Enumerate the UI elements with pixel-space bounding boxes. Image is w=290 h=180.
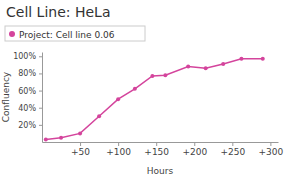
y-tick: 60% — [18, 87, 42, 96]
x-tick: +100 — [106, 142, 131, 157]
x-axis-line — [43, 142, 279, 143]
y-tick: 80% — [18, 69, 42, 78]
x-tick-label: +50 — [71, 147, 90, 157]
x-tick-label: +200 — [182, 147, 207, 157]
title: Cell Line: HeLa — [6, 4, 110, 20]
y-tick-mark — [39, 125, 42, 126]
x-tick-label: +300 — [259, 147, 284, 157]
series-point — [261, 57, 265, 61]
series-point — [239, 57, 243, 61]
y-axis-line — [42, 53, 43, 143]
plot-area — [44, 57, 265, 142]
y-tick: 100% — [13, 52, 42, 61]
x-tick: +250 — [220, 142, 245, 157]
y-tick-label: 80% — [18, 69, 36, 78]
series-point — [150, 74, 154, 78]
y-axis-title: Confluency — [1, 71, 11, 122]
legend-marker — [9, 31, 15, 37]
x-tick-mark — [194, 142, 195, 146]
y-tick-label: 60% — [18, 87, 36, 96]
series-point — [163, 73, 167, 77]
y-tick-mark — [39, 91, 42, 92]
series-point — [204, 66, 208, 70]
y-tick: 40% — [18, 104, 42, 113]
x-tick-label: +100 — [106, 147, 131, 157]
y-tick-label: 20% — [18, 121, 36, 130]
x-tick-label: +150 — [144, 147, 169, 157]
legend: Project: Cell line 0.06 — [5, 26, 145, 41]
legend-label: Project: Cell line 0.06 — [19, 30, 115, 40]
y-tick-label: 40% — [18, 104, 36, 113]
series-point — [78, 131, 82, 135]
x-tick-mark — [118, 142, 119, 146]
series-point — [186, 65, 190, 69]
x-tick-label: +250 — [220, 147, 245, 157]
y-axis: 20% 40% 60% 80% 100% — [13, 52, 42, 142]
x-tick-mark — [232, 142, 233, 146]
x-tick-mark — [156, 142, 157, 146]
x-tick-mark — [270, 142, 271, 146]
x-axis-title: Hours — [147, 166, 174, 176]
x-axis: +50 +100 +150 +200 +250 +300 — [43, 142, 284, 157]
series-line — [46, 59, 263, 140]
series-point — [44, 137, 48, 141]
x-tick: +300 — [259, 142, 284, 157]
y-tick: 20% — [18, 121, 42, 130]
x-tick-mark — [80, 142, 81, 146]
y-tick-mark — [39, 56, 42, 57]
series-point — [97, 114, 101, 118]
series-point — [116, 97, 120, 101]
x-tick: +50 — [71, 142, 90, 157]
series-point — [59, 136, 63, 140]
x-tick: +150 — [144, 142, 169, 157]
chart: Cell Line: HeLa Project: Cell line 0.06 +5… — [0, 0, 290, 180]
y-tick-mark — [39, 73, 42, 74]
y-tick-label: 100% — [13, 52, 36, 61]
series-point — [221, 62, 225, 66]
y-tick-mark — [39, 108, 42, 109]
series-point — [133, 87, 137, 91]
x-tick: +200 — [182, 142, 207, 157]
legend-box — [5, 26, 145, 41]
